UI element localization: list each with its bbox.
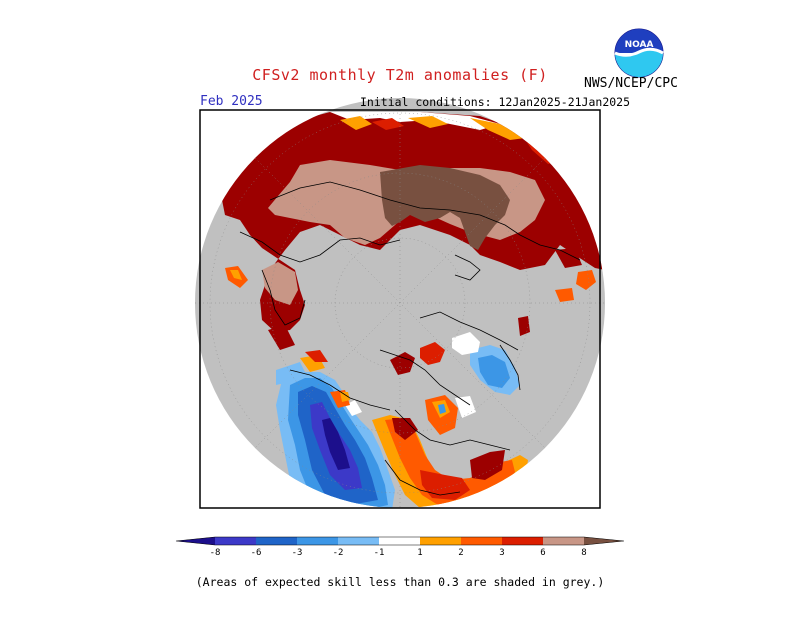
map-frame [199, 109, 601, 509]
colorbar-tick: -6 [251, 548, 262, 558]
colorbar-segment [543, 537, 584, 545]
coastlines [239, 181, 581, 496]
colorbar-tick: 1 [417, 548, 422, 558]
colorbar-tick: 8 [581, 548, 586, 558]
colorbar-segment [420, 537, 461, 545]
initial-conditions: Initial conditions: 12Jan2025-21Jan2025 [360, 95, 631, 109]
colorbar-segment [379, 537, 420, 545]
colorbar-segment [461, 537, 502, 545]
colorbar-segment [256, 537, 297, 545]
map-title: CFSv2 monthly T2m anomalies (F) [252, 66, 548, 84]
colorbar-segment [215, 537, 256, 545]
colorbar-segment [502, 537, 543, 545]
colorbar-tick: -3 [292, 548, 303, 558]
colorbar-tick: -8 [210, 548, 221, 558]
logo-text: NOAA [625, 40, 654, 50]
colorbar-segment [297, 537, 338, 545]
colorbar-tick: -1 [374, 548, 385, 558]
colorbar-tick: 6 [540, 548, 545, 558]
colorbar-arrow-left [176, 537, 215, 545]
colorbar-arrow-right [584, 537, 624, 545]
skill-footnote: (Areas of expected skill less than 0.3 a… [195, 575, 605, 589]
forecast-month: Feb 2025 [200, 94, 263, 109]
colorbar-segment [338, 537, 379, 545]
map-graticule [195, 98, 605, 508]
agency-label: NWS/NCEP/CPC [584, 76, 678, 91]
colorbar-tick: -2 [333, 548, 344, 558]
colorbar-tick: 2 [458, 548, 463, 558]
colorbar-tick: 3 [499, 548, 504, 558]
noaa-logo: NOAA [614, 28, 664, 78]
